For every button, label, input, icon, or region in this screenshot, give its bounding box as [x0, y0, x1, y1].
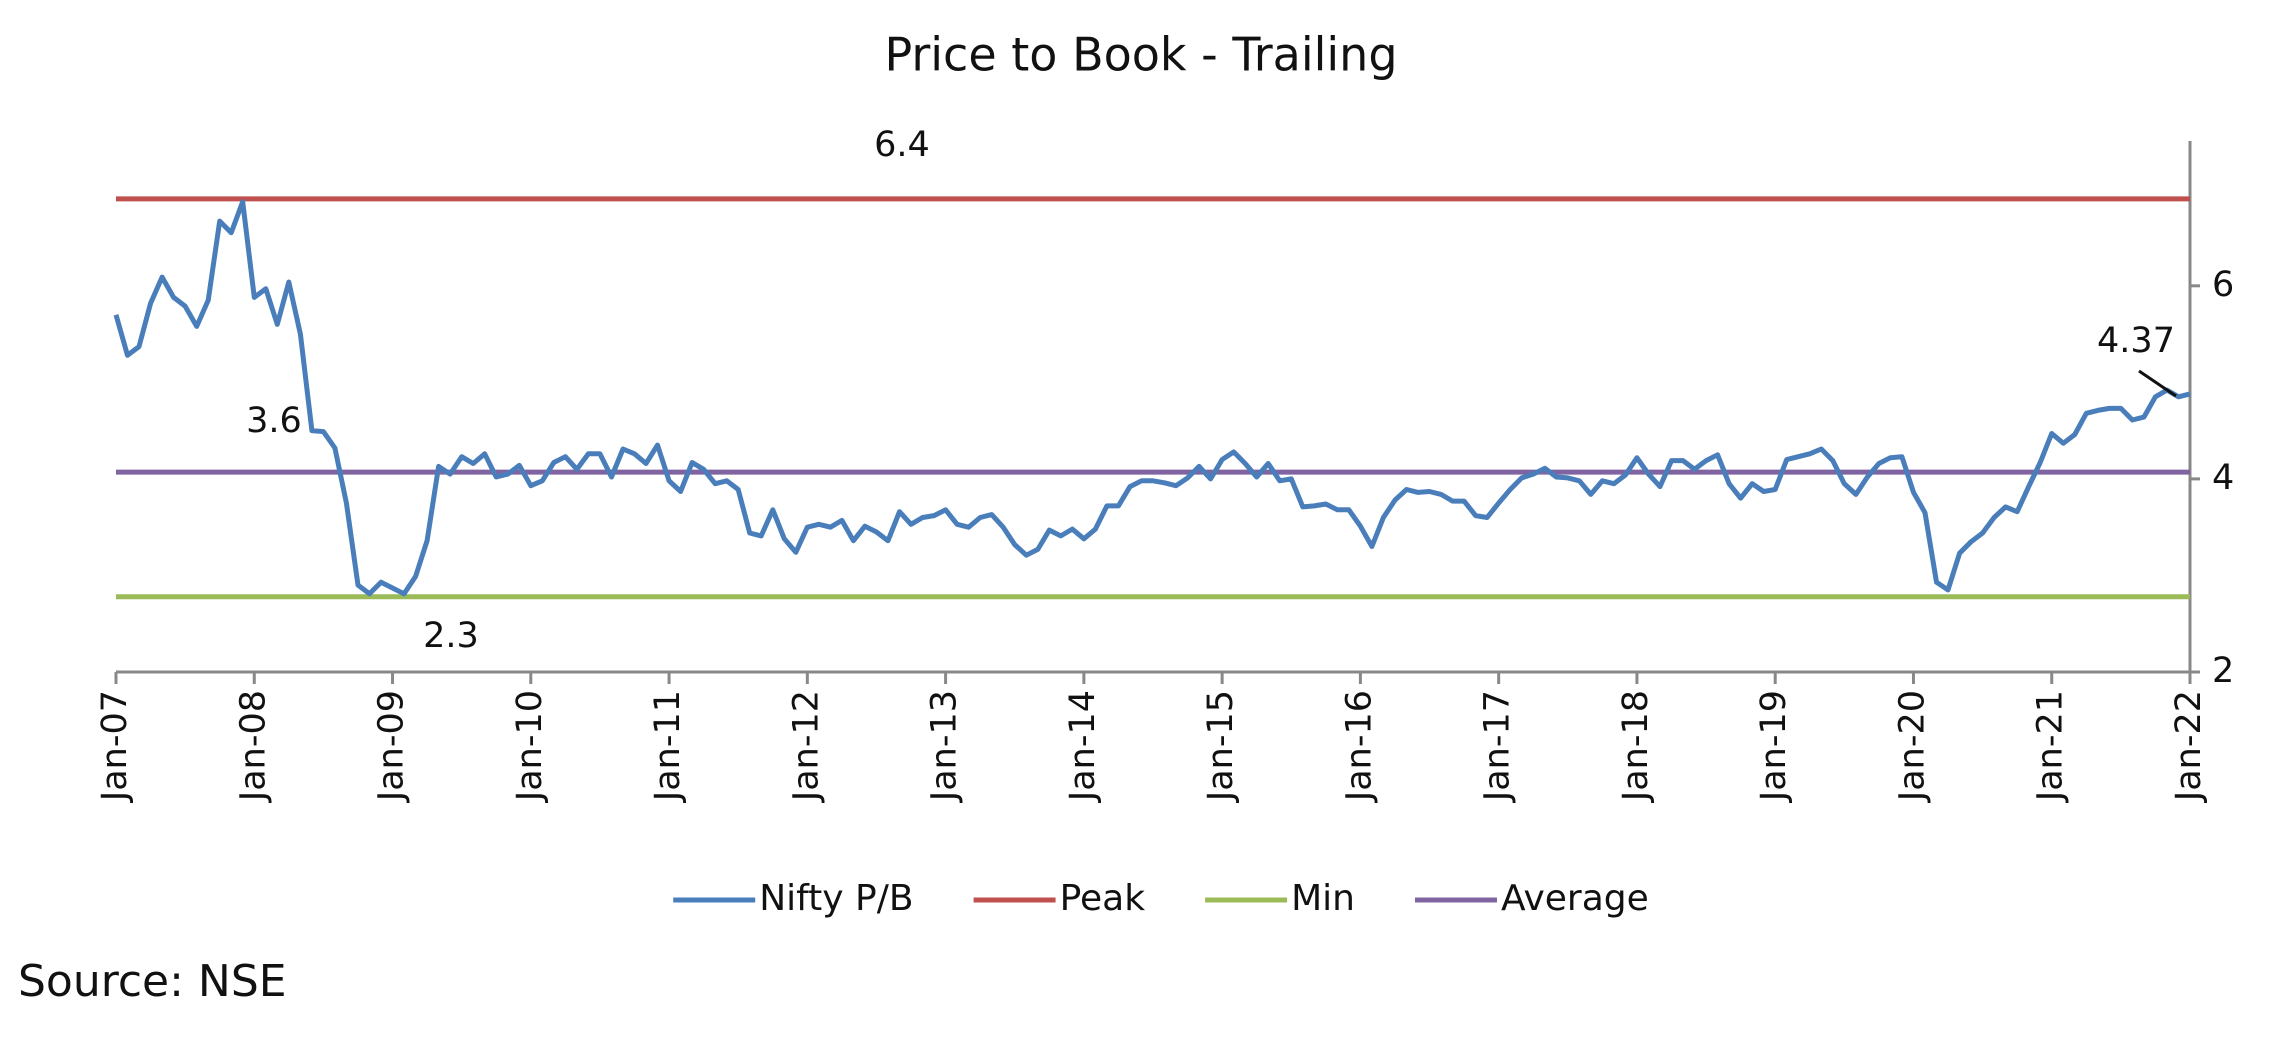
legend: Nifty P/B Peak Min Average	[673, 878, 1649, 919]
y-tick-label: 2	[2212, 651, 2234, 691]
y-tick-label: 6	[2212, 265, 2234, 305]
x-tick-label: Jan-08	[233, 690, 273, 803]
x-tick-label: Jan-14	[1063, 690, 1103, 803]
legend-label: Min	[1291, 878, 1355, 919]
x-tick-label: Jan-20	[1892, 690, 1932, 803]
x-tick-label: Jan-18	[1616, 690, 1656, 803]
chart-title: Price to Book - Trailing	[884, 28, 1397, 82]
y-tick-label: 4	[2212, 458, 2234, 498]
x-tick-label: Jan-19	[1754, 690, 1794, 803]
legend-label: Average	[1501, 878, 1649, 919]
x-tick-label: Jan-12	[786, 690, 826, 803]
x-tick-label: Jan-13	[925, 690, 965, 803]
annotation: 2.3	[423, 616, 479, 656]
x-tick-label: Jan-15	[1201, 690, 1241, 803]
annotation: 6.4	[874, 125, 930, 165]
data-line	[113, 199, 2191, 597]
annotation: 4.37	[2097, 321, 2175, 361]
x-tick-label: Jan-17	[1478, 690, 1518, 803]
legend-label: Nifty P/B	[759, 878, 913, 919]
annotation: 3.6	[246, 401, 302, 441]
x-tick-label: Jan-11	[648, 690, 688, 803]
x-tick-label: Jan-21	[2031, 690, 2071, 803]
x-tick-label: Jan-22	[2169, 690, 2209, 803]
source: Source: NSE	[18, 956, 287, 1007]
x-tick-label: Jan-10	[510, 690, 550, 803]
annotation-leader	[2138, 369, 2177, 398]
legend-label: Peak	[1060, 878, 1146, 919]
x-tick-label: Jan-09	[372, 690, 412, 803]
x-tick-label: Jan-07	[95, 690, 135, 803]
x-tick-label: Jan-16	[1339, 690, 1379, 803]
